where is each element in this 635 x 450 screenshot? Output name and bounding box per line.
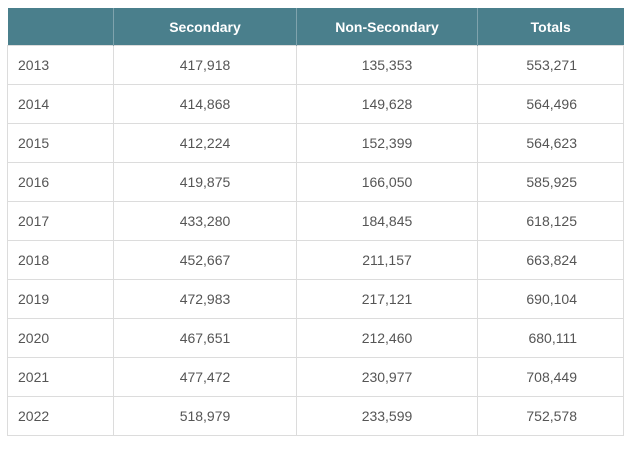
secondary-cell: 419,875 xyxy=(113,162,297,202)
secondary-cell: 414,868 xyxy=(113,84,297,124)
header-totals: Totals xyxy=(477,8,624,46)
data-table-container: Secondary Non-Secondary Totals 2013 417,… xyxy=(7,8,624,436)
table-row: 2016 419,875 166,050 585,925 xyxy=(7,162,624,202)
non-secondary-cell: 233,599 xyxy=(296,396,478,436)
totals-cell: 564,623 xyxy=(477,123,624,163)
secondary-cell: 518,979 xyxy=(113,396,297,436)
year-cell: 2014 xyxy=(7,84,114,124)
non-secondary-cell: 211,157 xyxy=(296,240,478,280)
secondary-cell: 477,472 xyxy=(113,357,297,397)
year-cell: 2021 xyxy=(7,357,114,397)
table-row: 2015 412,224 152,399 564,623 xyxy=(7,123,624,163)
non-secondary-cell: 135,353 xyxy=(296,45,478,85)
table-row: 2017 433,280 184,845 618,125 xyxy=(7,201,624,241)
table-row: 2013 417,918 135,353 553,271 xyxy=(7,45,624,85)
secondary-cell: 467,651 xyxy=(113,318,297,358)
table-row: 2021 477,472 230,977 708,449 xyxy=(7,357,624,397)
non-secondary-cell: 166,050 xyxy=(296,162,478,202)
totals-cell: 690,104 xyxy=(477,279,624,319)
data-table: Secondary Non-Secondary Totals 2013 417,… xyxy=(7,8,624,436)
totals-cell: 663,824 xyxy=(477,240,624,280)
table-row: 2014 414,868 149,628 564,496 xyxy=(7,84,624,124)
totals-cell: 708,449 xyxy=(477,357,624,397)
non-secondary-cell: 184,845 xyxy=(296,201,478,241)
table-row: 2020 467,651 212,460 680,111 xyxy=(7,318,624,358)
non-secondary-cell: 217,121 xyxy=(296,279,478,319)
non-secondary-cell: 152,399 xyxy=(296,123,478,163)
year-cell: 2017 xyxy=(7,201,114,241)
table-row: 2019 472,983 217,121 690,104 xyxy=(7,279,624,319)
secondary-cell: 417,918 xyxy=(113,45,297,85)
header-year xyxy=(7,8,114,46)
totals-cell: 585,925 xyxy=(477,162,624,202)
non-secondary-cell: 212,460 xyxy=(296,318,478,358)
non-secondary-cell: 230,977 xyxy=(296,357,478,397)
totals-cell: 553,271 xyxy=(477,45,624,85)
totals-cell: 564,496 xyxy=(477,84,624,124)
year-cell: 2020 xyxy=(7,318,114,358)
non-secondary-cell: 149,628 xyxy=(296,84,478,124)
year-cell: 2013 xyxy=(7,45,114,85)
totals-cell: 680,111 xyxy=(477,318,624,358)
year-cell: 2016 xyxy=(7,162,114,202)
totals-cell: 752,578 xyxy=(477,396,624,436)
table-row: 2018 452,667 211,157 663,824 xyxy=(7,240,624,280)
table-header-row: Secondary Non-Secondary Totals xyxy=(7,8,624,46)
year-cell: 2019 xyxy=(7,279,114,319)
table-row: 2022 518,979 233,599 752,578 xyxy=(7,396,624,436)
secondary-cell: 412,224 xyxy=(113,123,297,163)
totals-cell: 618,125 xyxy=(477,201,624,241)
secondary-cell: 472,983 xyxy=(113,279,297,319)
header-secondary: Secondary xyxy=(113,8,297,46)
secondary-cell: 433,280 xyxy=(113,201,297,241)
header-non-secondary: Non-Secondary xyxy=(296,8,478,46)
year-cell: 2015 xyxy=(7,123,114,163)
secondary-cell: 452,667 xyxy=(113,240,297,280)
year-cell: 2022 xyxy=(7,396,114,436)
year-cell: 2018 xyxy=(7,240,114,280)
